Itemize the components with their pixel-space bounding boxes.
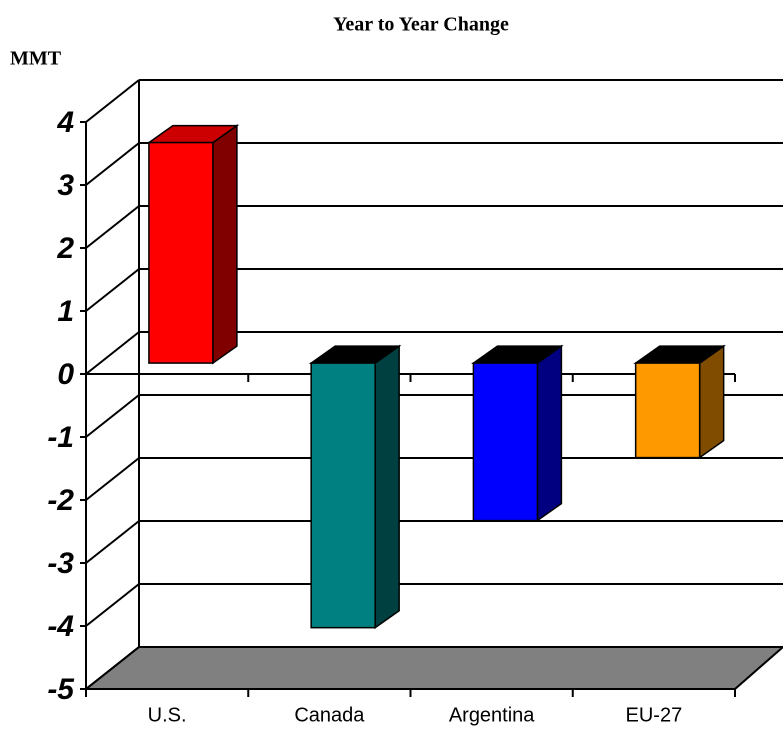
side-grid-line (85, 520, 140, 564)
y-tick-label: -4 (47, 610, 74, 643)
side-grid-line (85, 142, 140, 186)
y-tick-label: -1 (47, 421, 74, 454)
y-tick-label: 1 (57, 295, 74, 328)
bar (472, 362, 539, 522)
y-tick-label: -3 (47, 547, 74, 580)
side-grid-line (85, 268, 140, 312)
y-tick-label: 0 (57, 358, 74, 391)
bar-side (212, 124, 238, 365)
chart-title: Year to Year Change (333, 14, 509, 36)
y-tick-label: 4 (56, 106, 74, 139)
bar (148, 141, 214, 364)
x-tick-label: U.S. (148, 704, 187, 726)
side-grid-line (85, 646, 140, 690)
bar-side (374, 344, 400, 630)
y-tick-label: 3 (57, 169, 74, 202)
side-grid-line (85, 583, 140, 627)
bar (310, 362, 376, 629)
side-grid-line (85, 205, 140, 249)
y-tick-label: 2 (56, 232, 74, 265)
bar (634, 362, 701, 459)
y-axis-label: MMT (10, 48, 62, 70)
side-grid-line (85, 79, 140, 123)
side-grid-line (85, 331, 140, 375)
bar-side (536, 344, 563, 523)
x-tick-label: Canada (294, 704, 365, 726)
x-tick-label: Argentina (449, 704, 535, 726)
y-tick-label: -5 (47, 673, 75, 706)
bar-side (698, 344, 725, 460)
y-tick-label: -2 (47, 484, 74, 517)
side-grid-line (85, 457, 140, 501)
floor (83, 646, 783, 690)
x-tick-label: EU-27 (626, 704, 683, 726)
side-grid-line (85, 394, 140, 438)
